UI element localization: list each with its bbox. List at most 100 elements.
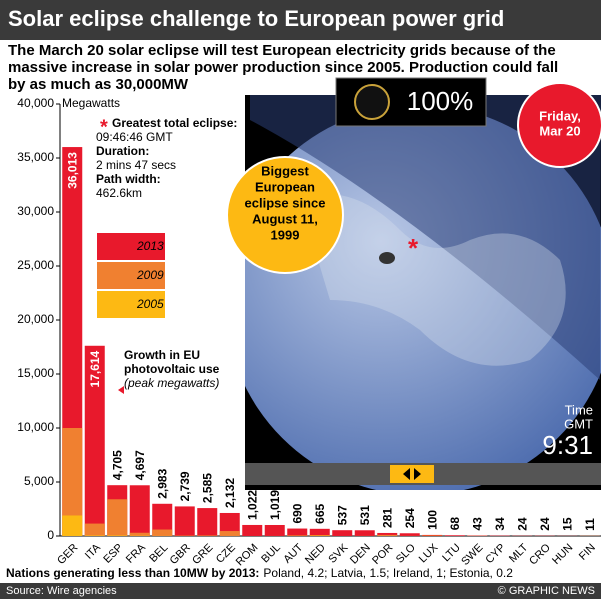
legend-label: 2005 — [136, 297, 164, 311]
source: Source: Wire agencies — [6, 585, 117, 597]
value-label: 68 — [448, 517, 462, 531]
y-tick-label: 25,000 — [17, 258, 54, 272]
bar — [264, 524, 285, 536]
umbra — [379, 252, 395, 264]
value-label: 4,697 — [133, 450, 147, 480]
value-label: 690 — [290, 503, 304, 523]
pointer — [118, 386, 124, 394]
info-marker: * — [100, 116, 108, 138]
badge-text: eclipse since — [245, 195, 326, 210]
eclipse-badge — [226, 156, 344, 274]
value-label: 24 — [538, 517, 552, 531]
value-label: 2,132 — [223, 478, 237, 508]
coverage: 100% — [407, 86, 474, 116]
legend-subtitle: (peak megawatts) — [124, 376, 219, 390]
bar — [354, 530, 375, 536]
y-tick-label: 15,000 — [17, 366, 54, 380]
date: Mar 20 — [539, 123, 580, 138]
y-tick-label: 30,000 — [17, 204, 54, 218]
bar — [309, 528, 330, 536]
x-tick-label: LUX — [417, 541, 441, 565]
value-label: 11 — [583, 518, 597, 531]
x-tick-label: ITA — [83, 541, 103, 561]
value-label: 2,983 — [155, 468, 169, 498]
badge-text: 1999 — [271, 227, 300, 242]
y-axis-label: Megawatts — [62, 96, 120, 110]
value-label: 2,739 — [178, 471, 192, 501]
legend-title: Growth in EU — [124, 348, 200, 362]
x-tick-label: BEL — [147, 542, 170, 565]
bar — [287, 528, 308, 536]
bar — [62, 428, 83, 536]
value-label: 537 — [335, 505, 349, 525]
value-label: 665 — [313, 503, 327, 523]
value-label: 24 — [515, 517, 529, 531]
bar — [174, 506, 195, 536]
title-bar — [0, 0, 601, 40]
y-tick-label: 35,000 — [17, 150, 54, 164]
title: Solar eclipse challenge to European powe… — [8, 6, 504, 31]
bar — [377, 532, 398, 536]
value-label: 1,019 — [268, 490, 282, 520]
footer-bar — [0, 583, 601, 599]
bar — [84, 523, 105, 536]
subtitle: The March 20 solar eclipse will test Eur… — [8, 42, 556, 59]
y-tick-label: 40,000 — [17, 96, 54, 110]
value-label: 2,585 — [200, 473, 214, 503]
value-label: 17,614 — [88, 350, 102, 387]
slider-handle[interactable] — [390, 465, 434, 483]
x-tick-label: SWE — [459, 542, 485, 568]
bar — [219, 531, 240, 536]
bar — [444, 535, 465, 536]
bar — [287, 535, 308, 536]
subtitle: by as much as 30,000MW — [8, 76, 189, 93]
credit: © GRAPHIC NEWS — [498, 585, 595, 597]
bar — [377, 534, 398, 536]
subtitle: massive increase in solar power producti… — [8, 59, 558, 76]
y-tick-label: 20,000 — [17, 312, 54, 326]
bar — [152, 503, 173, 536]
x-tick-label: ESP — [101, 542, 125, 566]
date-badge — [517, 82, 601, 168]
bar — [107, 499, 128, 536]
x-tick-label: ROM — [234, 542, 261, 569]
value-label: 531 — [358, 505, 372, 525]
legend-swatch — [97, 291, 165, 318]
info-heading: Greatest total eclipse: — [112, 116, 237, 130]
bar — [62, 515, 83, 536]
time-label: Time — [565, 402, 593, 417]
x-tick-label: SLO — [394, 541, 418, 565]
value-label: 4,705 — [110, 450, 124, 480]
x-tick-label: HUN — [550, 542, 575, 567]
bar — [152, 529, 173, 536]
bar — [399, 533, 420, 536]
x-tick-label: CRO — [527, 541, 553, 567]
x-tick-label: BUL — [259, 542, 283, 566]
bar — [422, 534, 443, 536]
value-label: 36,013 — [65, 152, 79, 189]
legend-swatch — [97, 233, 165, 260]
info-heading: Path width: — [96, 172, 161, 186]
bar — [84, 535, 105, 536]
legend-title: photovoltaic use — [124, 362, 220, 376]
value-label: 254 — [403, 508, 417, 528]
bar — [242, 524, 263, 536]
info-heading: Duration: — [96, 144, 149, 158]
badge-text: August 11, — [252, 211, 318, 226]
x-tick-label: NED — [303, 542, 328, 567]
info-value: 09:46:46 GMT — [96, 130, 173, 144]
x-tick-label: MLT — [507, 541, 531, 565]
legend-label: 2013 — [136, 239, 164, 253]
land — [300, 194, 566, 366]
time: 9:31 — [542, 430, 593, 460]
badge-text: European — [255, 179, 315, 194]
info-value: 2 mins 47 secs — [96, 158, 176, 172]
eclipse-marker: * — [408, 233, 419, 263]
y-tick-label: 10,000 — [17, 420, 54, 434]
x-tick-label: GER — [55, 542, 80, 567]
footnote: Nations generating less than 10MW by 201… — [6, 566, 513, 580]
x-tick-label: SVK — [326, 541, 351, 566]
bar — [129, 485, 150, 536]
bar — [129, 532, 150, 536]
